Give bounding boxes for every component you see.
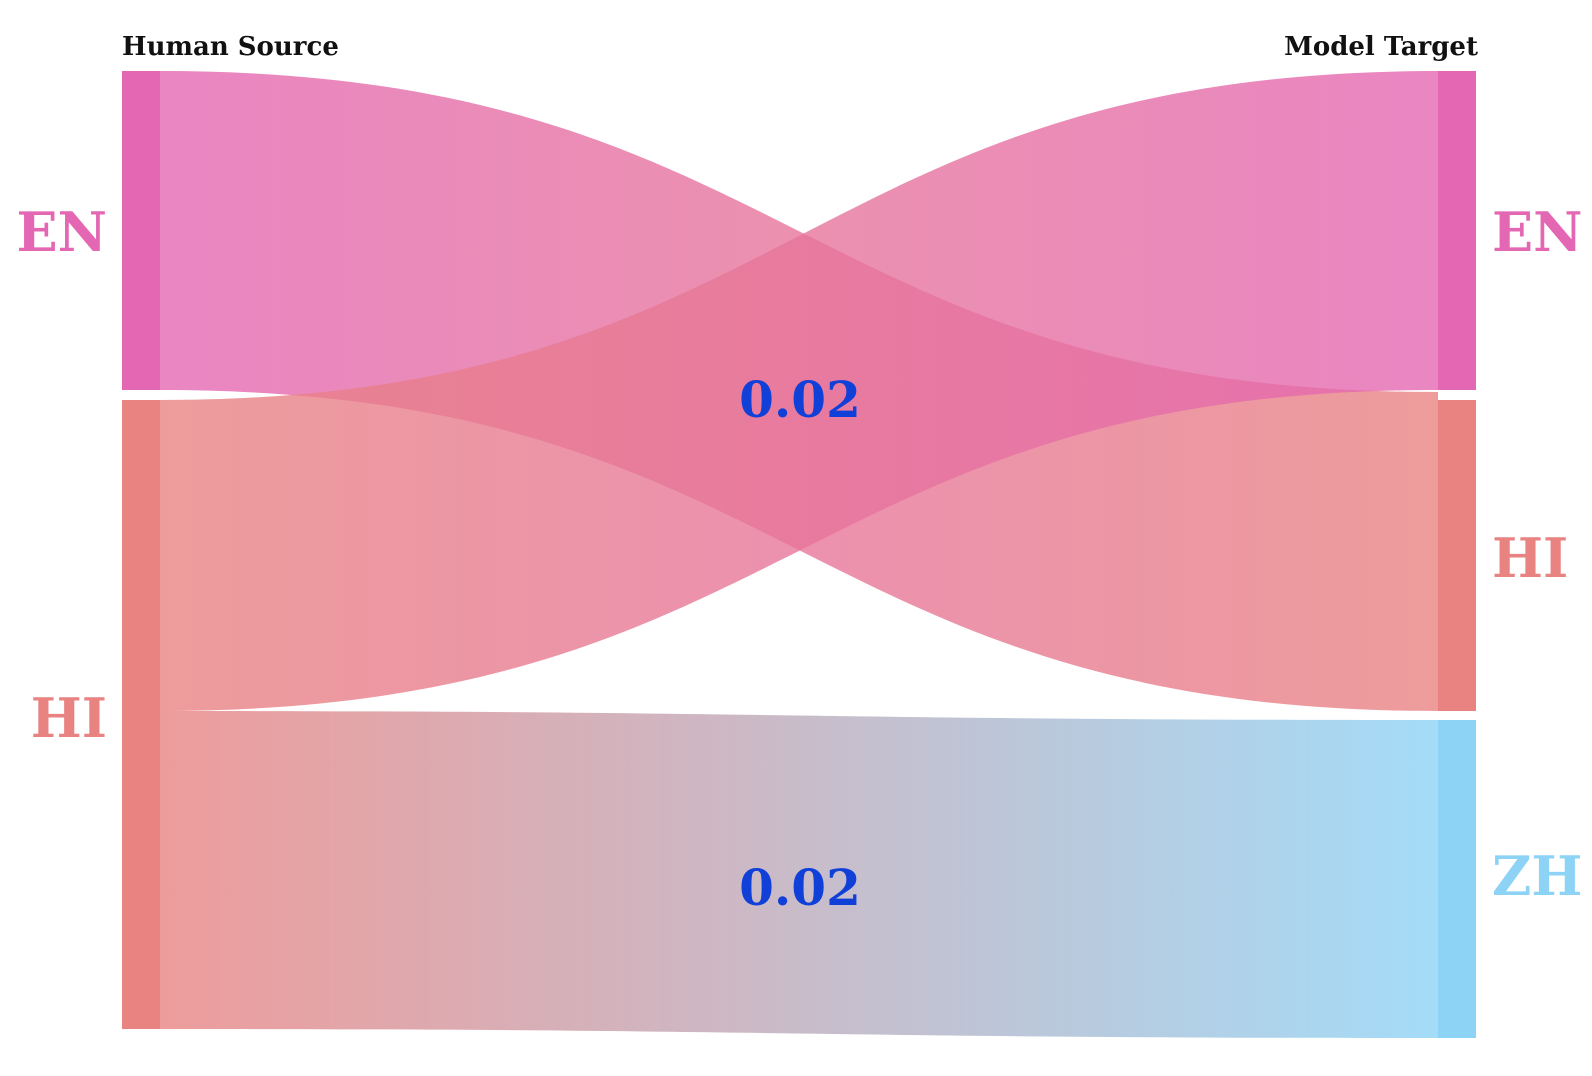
node-right-hi-label: HI bbox=[1492, 526, 1568, 590]
node-left-en[interactable] bbox=[122, 71, 160, 390]
node-left-hi-label: HI bbox=[31, 686, 107, 750]
node-right-zh[interactable] bbox=[1438, 720, 1476, 1038]
flow-hi-to-en[interactable] bbox=[160, 71, 1438, 711]
flow-value-label-hi-zh: 0.02 bbox=[739, 858, 861, 917]
node-left-hi[interactable] bbox=[122, 400, 160, 1029]
node-right-en[interactable] bbox=[1438, 71, 1476, 390]
flows bbox=[160, 71, 1438, 1038]
node-right-hi[interactable] bbox=[1438, 400, 1476, 711]
node-left-en-label: EN bbox=[16, 200, 107, 264]
right-column-title: Model Target bbox=[1284, 32, 1478, 62]
flow-hi-to-zh[interactable] bbox=[160, 711, 1438, 1038]
left-column-title: Human Source bbox=[122, 32, 339, 62]
flow-value-label-crossing: 0.02 bbox=[739, 370, 861, 429]
node-right-en-label: EN bbox=[1492, 200, 1583, 264]
node-right-zh-label: ZH bbox=[1492, 844, 1582, 908]
